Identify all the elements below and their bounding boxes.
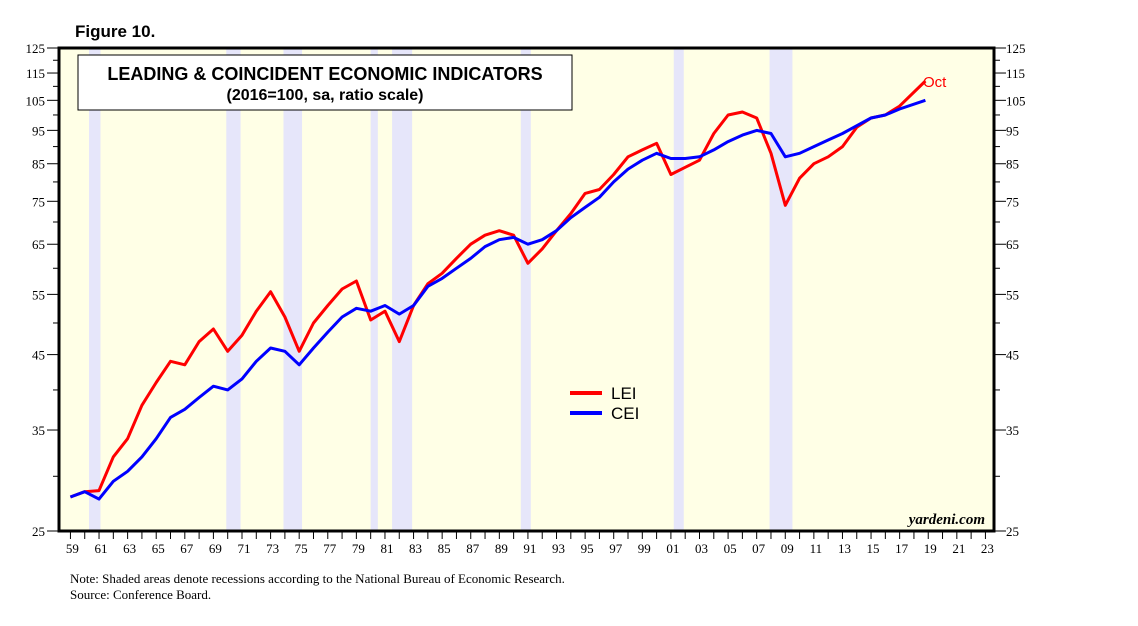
x-tick-label: 95 — [581, 541, 594, 556]
x-tick-label: 65 — [152, 541, 165, 556]
x-tick-label: 09 — [781, 541, 794, 556]
figure-label: Figure 10. — [75, 22, 155, 41]
y-tick-label-right: 25 — [1006, 524, 1019, 539]
x-tick-label: 75 — [295, 541, 308, 556]
x-tick-label: 89 — [495, 541, 508, 556]
watermark: yardeni.com — [907, 512, 985, 528]
x-tick-label: 17 — [895, 541, 909, 556]
y-tick-label-left: 55 — [32, 287, 45, 302]
y-tick-label-right: 45 — [1006, 348, 1019, 363]
y-tick-label-right: 85 — [1006, 157, 1019, 172]
x-tick-label: 63 — [123, 541, 136, 556]
y-tick-label-left: 105 — [26, 93, 46, 108]
y-tick-label-right: 75 — [1006, 194, 1019, 209]
x-tick-label: 91 — [523, 541, 536, 556]
x-tick-label: 81 — [380, 541, 393, 556]
plot-area: 25 25 35 35 45 45 55 55 65 65 75 75 85 85 95 95 105 105 11… — [26, 41, 1026, 556]
plot-border — [57, 46, 996, 533]
y-tick-label-left: 35 — [32, 423, 45, 438]
y-tick-label-right: 115 — [1006, 66, 1025, 81]
legend-label-lei: LEI — [611, 384, 637, 403]
y-tick-label-left: 65 — [32, 237, 45, 252]
x-tick-label: 99 — [638, 541, 651, 556]
x-tick-label: 71 — [237, 541, 250, 556]
x-tick-label: 93 — [552, 541, 565, 556]
y-tick-label-right: 65 — [1006, 237, 1019, 252]
y-tick-label-left: 95 — [32, 123, 45, 138]
y-tick-label-left: 45 — [32, 348, 45, 363]
x-tick-label: 85 — [438, 541, 451, 556]
recession-band — [769, 48, 793, 531]
y-tick-label-right: 105 — [1006, 93, 1026, 108]
y-tick-label-left: 75 — [32, 194, 45, 209]
legend-label-cei: CEI — [611, 404, 639, 423]
x-tick-label: 83 — [409, 541, 422, 556]
x-tick-label: 11 — [810, 541, 823, 556]
x-tick-label: 23 — [981, 541, 994, 556]
x-tick-label: 61 — [95, 541, 108, 556]
y-tick-label-left: 85 — [32, 157, 45, 172]
x-tick-label: 77 — [323, 541, 337, 556]
x-tick-label: 07 — [752, 541, 766, 556]
x-tick-label: 01 — [666, 541, 679, 556]
x-tick-label: 15 — [867, 541, 880, 556]
x-tick-label: 87 — [466, 541, 480, 556]
series-line-cei — [69, 98, 926, 501]
source-text: Source: Conference Board. — [70, 587, 212, 602]
recession-band — [370, 48, 378, 531]
note-text: Note: Shaded areas denote recessions acc… — [70, 571, 565, 586]
x-tick-label: 21 — [952, 541, 965, 556]
x-tick-label: 03 — [695, 541, 708, 556]
x-tick-label: 59 — [66, 541, 79, 556]
title-box — [77, 54, 573, 111]
recession-band — [392, 48, 413, 531]
x-tick-label: 69 — [209, 541, 222, 556]
chart-subtitle: (2016=100, sa, ratio scale) — [226, 87, 423, 104]
x-tick-label: 79 — [352, 541, 365, 556]
y-tick-label-left: 125 — [26, 41, 46, 56]
series-line-lei — [69, 79, 927, 499]
x-tick-label: 13 — [838, 541, 851, 556]
y-tick-label-left: 115 — [26, 66, 45, 81]
recession-band — [226, 48, 241, 531]
recession-band — [673, 48, 684, 531]
x-tick-label: 05 — [724, 541, 737, 556]
x-tick-label: 97 — [609, 541, 623, 556]
x-tick-label: 73 — [266, 541, 279, 556]
x-tick-label: 67 — [180, 541, 194, 556]
y-tick-label-right: 55 — [1006, 287, 1019, 302]
last-point-label: Oct — [923, 74, 947, 91]
chart-title: LEADING & COINCIDENT ECONOMIC INDICATORS — [107, 64, 542, 84]
y-tick-label-right: 125 — [1006, 41, 1026, 56]
recession-band — [89, 48, 101, 531]
y-tick-label-right: 95 — [1006, 123, 1019, 138]
x-tick-label: 19 — [924, 541, 937, 556]
recession-band — [520, 48, 531, 531]
y-tick-label-left: 25 — [32, 524, 45, 539]
recession-band — [283, 48, 303, 531]
y-tick-label-right: 35 — [1006, 423, 1019, 438]
